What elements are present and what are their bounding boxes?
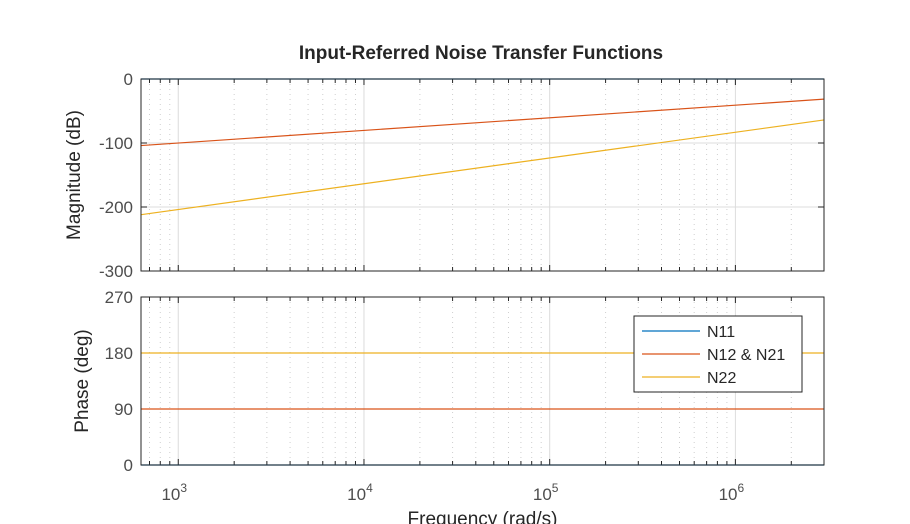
legend-entry-label: N11: [707, 324, 735, 341]
y-axis-label: Magnitude (dB): [64, 110, 85, 240]
series-line-n12-n21: [140, 98, 825, 147]
legend-entry-label: N12 & N21: [707, 347, 785, 364]
legend: N11 N12 & N21 N22: [633, 315, 803, 393]
x-tick-label: 103: [161, 481, 187, 504]
y-tick-label: 0: [124, 456, 133, 475]
y-axis-label: Phase (deg): [72, 329, 93, 433]
y-tick-label: -200: [99, 198, 133, 217]
y-tick-label: 90: [114, 400, 133, 419]
plot-area: [141, 79, 824, 271]
x-axis-label: Frequency (rad/s): [408, 509, 558, 524]
legend-entry-label: N22: [707, 370, 736, 387]
y-tick-label: 0: [124, 70, 133, 89]
y-tick-label: 180: [105, 344, 133, 363]
x-tick-label: 105: [533, 481, 559, 504]
series-line-n22: [140, 119, 825, 216]
axes-box: [140, 296, 825, 466]
magnitude-plot: 0 -100 -200 -300 Magnitude (dB): [64, 70, 825, 281]
y-tick-label: -300: [99, 262, 133, 281]
y-tick-label: 270: [105, 288, 133, 307]
phase-plot: 0 90 180 270 Phase (deg) 103 104 105 106 Frequenc…: [72, 288, 825, 524]
y-tick-label: -100: [99, 134, 133, 153]
axes-box: [140, 78, 825, 272]
x-tick-label: 106: [719, 481, 745, 504]
x-tick-label: 104: [347, 481, 373, 504]
chart-title: Input-Referred Noise Transfer Functions: [299, 43, 663, 64]
